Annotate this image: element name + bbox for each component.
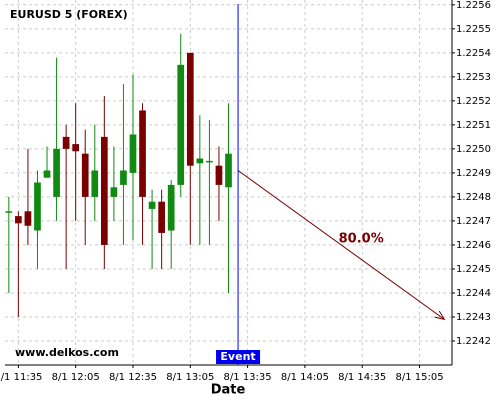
candle-body xyxy=(167,184,175,231)
event-box xyxy=(216,350,261,364)
candle-body xyxy=(91,170,99,197)
event-label: Event xyxy=(220,350,255,363)
candle-body xyxy=(158,201,165,233)
y-tick-label: 1.2252 xyxy=(456,96,491,107)
candle-body xyxy=(5,211,13,213)
x-tick-label: 8/1 12:35 xyxy=(109,372,157,383)
x-axis-label: Date xyxy=(211,383,246,398)
watermark: www.delkos.com xyxy=(15,346,119,359)
y-tick-label: 1.2253 xyxy=(456,72,491,83)
candle-body xyxy=(215,165,223,185)
candle-body xyxy=(24,211,32,226)
candle-body xyxy=(53,148,60,197)
x-tick-label: 8/1 15:05 xyxy=(395,372,443,383)
candle-body xyxy=(100,136,108,245)
y-tick-label: 1.2242 xyxy=(456,336,491,347)
y-tick-label: 1.2246 xyxy=(456,240,491,251)
candle-body xyxy=(225,153,232,188)
y-tick-label: 1.2248 xyxy=(456,192,491,203)
candle-body xyxy=(206,160,213,163)
candle-body xyxy=(15,216,22,224)
candle-body xyxy=(72,144,80,152)
y-tick-label: 1.2254 xyxy=(456,48,491,59)
y-tick-label: 1.2247 xyxy=(456,216,491,227)
y-tick-label: 1.2255 xyxy=(456,24,491,35)
candle-body xyxy=(81,153,89,197)
x-tick-label: 8/1 11:35 xyxy=(0,372,42,383)
y-tick-label: 1.2245 xyxy=(456,264,491,275)
x-tick-label: 8/1 13:05 xyxy=(166,372,214,383)
y-tick-label: 1.2256 xyxy=(456,0,491,11)
candle-body xyxy=(120,170,127,185)
x-tick-label: 8/1 14:35 xyxy=(338,372,386,383)
x-tick-label: 8/1 12:05 xyxy=(52,372,100,383)
candle-body xyxy=(139,110,146,197)
candle-body xyxy=(129,134,137,173)
y-tick-label: 1.2244 xyxy=(456,288,491,299)
y-tick-label: 1.2251 xyxy=(456,120,491,131)
forecast-arrow xyxy=(237,170,445,320)
candle-body xyxy=(43,170,51,178)
candle-body xyxy=(34,182,41,231)
candle-body xyxy=(62,136,70,149)
candle-body xyxy=(186,52,194,166)
arrow-head xyxy=(434,310,446,321)
candle-body xyxy=(177,64,185,185)
x-tick-label: 8/1 13:35 xyxy=(224,372,272,383)
y-tick-label: 1.2243 xyxy=(456,312,491,323)
candle-body xyxy=(196,158,204,164)
candle-body xyxy=(148,201,156,209)
y-tick-label: 1.2249 xyxy=(456,168,491,179)
chart-title: EURUSD 5 (FOREX) xyxy=(10,8,128,21)
forecast-label: 80.0% xyxy=(339,231,384,246)
y-tick-label: 1.2250 xyxy=(456,144,491,155)
x-tick-label: 8/1 14:05 xyxy=(281,372,329,383)
candle-body xyxy=(110,187,118,197)
